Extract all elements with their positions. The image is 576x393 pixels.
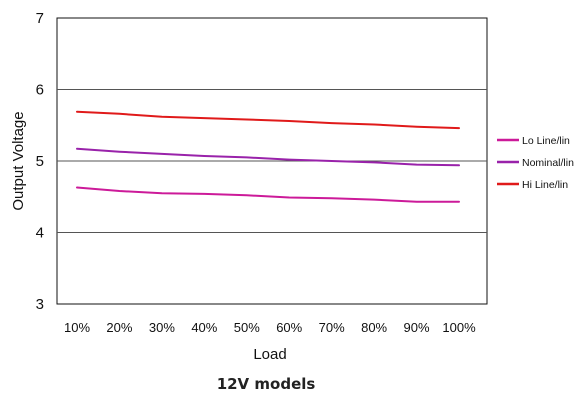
chart-caption: 12V models (217, 375, 316, 393)
x-tick-label-6: 70% (319, 320, 345, 335)
y-tick-label-3: 6 (36, 82, 44, 99)
legend-label-0: Lo Line/lin (522, 135, 570, 147)
x-tick-label-1: 20% (106, 320, 132, 335)
x-tick-label-7: 80% (361, 320, 387, 335)
y-tick-labels: 3 4 5 6 7 (36, 10, 44, 313)
y-tick-label-4: 7 (36, 10, 44, 27)
grid-lines (57, 89, 487, 233)
series-line-2 (76, 110, 460, 130)
y-tick-label-2: 5 (36, 153, 44, 170)
y-axis-label: Output Voltage (10, 111, 27, 210)
x-tick-label-0: 10% (64, 320, 90, 335)
x-tick-labels: 10% 20% 30% 40% 50% 60% 70% 80% 90% 100% (64, 320, 476, 335)
series-line-1 (76, 147, 460, 167)
series-line-0 (76, 186, 460, 203)
x-tick-label-2: 30% (149, 320, 175, 335)
x-tick-label-3: 40% (191, 320, 217, 335)
legend: Lo Line/lin Nominal/lin Hi Line/lin (497, 135, 574, 191)
x-tick-label-9: 100% (442, 320, 476, 335)
x-tick-label-8: 90% (404, 320, 430, 335)
legend-label-1: Nominal/lin (522, 157, 574, 169)
x-tick-label-5: 60% (276, 320, 302, 335)
legend-label-2: Hi Line/lin (522, 179, 568, 191)
y-tick-label-0: 3 (36, 296, 44, 313)
y-tick-label-1: 4 (36, 225, 44, 242)
series-lines (76, 110, 460, 203)
x-axis-label: Load (253, 346, 286, 363)
x-tick-label-4: 50% (234, 320, 260, 335)
